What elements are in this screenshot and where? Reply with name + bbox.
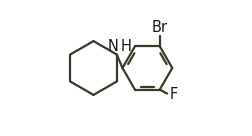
- Text: Br: Br: [151, 20, 167, 35]
- Text: H: H: [120, 39, 131, 54]
- Text: F: F: [169, 87, 177, 102]
- Text: N: N: [107, 39, 118, 54]
